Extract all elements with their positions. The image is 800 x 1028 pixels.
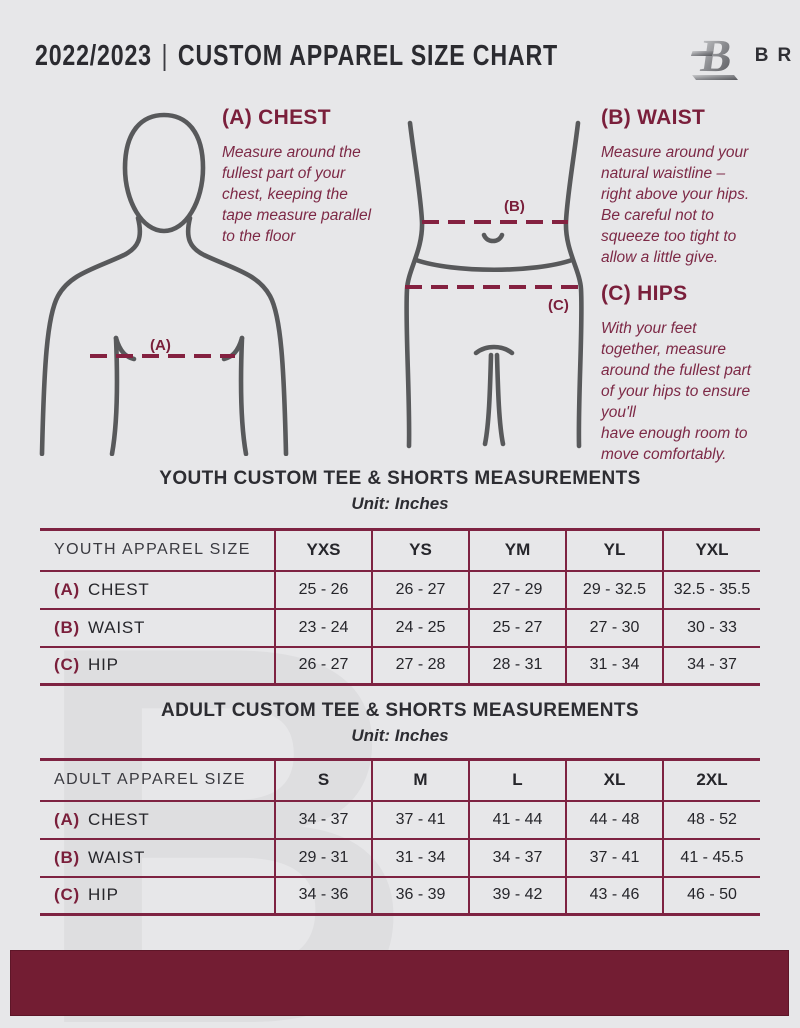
measurement-cell: 39 - 42 — [468, 875, 566, 915]
page-title: 2022/2023 | CUSTOM APPAREL SIZE CHART — [35, 40, 558, 73]
row-label-cell: (B) WAIST — [40, 837, 275, 877]
measurement-cell: 32.5 - 35.5 — [662, 569, 760, 609]
hips-instruction-title: (C) HIPS — [601, 282, 688, 305]
measurement-cell: 24 - 25 — [371, 607, 469, 647]
measurement-cell: 26 - 27 — [371, 569, 469, 609]
waist-instruction-title: (B) WAIST — [601, 106, 706, 129]
measurement-cell: 28 - 31 — [468, 645, 566, 685]
size-column-header: S — [274, 759, 372, 801]
title-text: CUSTOM APPAREL SIZE CHART — [177, 39, 558, 72]
size-column-header: XL — [565, 759, 663, 801]
youth-section-title: YOUTH CUSTOM TEE & SHORTS MEASUREMENTS — [159, 468, 641, 489]
page-header: 2022/2023 | CUSTOM APPAREL SIZE CHART B … — [35, 28, 800, 84]
row-label: CHEST — [88, 579, 150, 599]
measurement-cell: 23 - 24 — [274, 607, 372, 647]
chest-marker-label: (A) — [150, 337, 171, 354]
measurement-cell: 48 - 52 — [662, 799, 760, 839]
brand-logo: B BREAKAWAY — [689, 28, 800, 84]
chest-instruction-title: (A) CHEST — [222, 106, 331, 129]
row-label-cell: (B) WAIST — [40, 607, 275, 647]
measurement-cell: 46 - 50 — [662, 875, 760, 915]
row-key: (C) — [54, 885, 80, 905]
waist-instruction: (B) WAIST Measure around your natural wa… — [601, 106, 793, 268]
chest-instruction: (A) CHEST Measure around the fullest par… — [222, 106, 407, 247]
row-label: HIP — [88, 655, 119, 675]
season-label: 2022/2023 — [35, 39, 152, 72]
row-key: (A) — [54, 809, 80, 829]
measurement-cell: 30 - 33 — [662, 607, 760, 647]
measurement-cell: 37 - 41 — [371, 799, 469, 839]
waist-marker-label: (B) — [504, 198, 525, 215]
measurement-cell: 34 - 37 — [468, 837, 566, 877]
measurement-cell: 25 - 26 — [274, 569, 372, 609]
row-key: (C) — [54, 655, 80, 675]
measurement-cell: 34 - 37 — [662, 645, 760, 685]
adult-header-row: ADULT APPAREL SIZE S M L XL 2XL — [40, 759, 760, 801]
table-row: (A) CHEST 25 - 26 26 - 27 27 - 29 29 - 32… — [40, 569, 760, 609]
table-row: (C) HIP 34 - 36 36 - 39 39 - 42 43 - 46 4… — [40, 875, 760, 915]
table-row: (A) CHEST 34 - 37 37 - 41 41 - 44 44 - 48… — [40, 799, 760, 839]
row-label: CHEST — [88, 809, 150, 829]
row-key: (B) — [54, 617, 80, 637]
title-divider: | — [161, 39, 169, 72]
row-label: WAIST — [88, 847, 146, 867]
measurement-cell: 27 - 30 — [565, 607, 663, 647]
row-label: WAIST — [88, 617, 146, 637]
size-column-header: M — [371, 759, 469, 801]
adult-unit-label: Unit: Inches — [351, 726, 449, 745]
breakaway-b-mark-icon: B — [690, 30, 738, 81]
measurement-cell: 31 - 34 — [565, 645, 663, 685]
measurement-cell: 41 - 45.5 — [662, 837, 760, 877]
size-column-header: L — [468, 759, 566, 801]
row-label-cell: (C) HIP — [40, 645, 275, 685]
measurement-cell: 27 - 29 — [468, 569, 566, 609]
size-column-header: YL — [565, 529, 663, 571]
hips-instruction-body: With your feet together, measure around … — [601, 320, 751, 463]
row-key: (B) — [54, 847, 80, 867]
waist-instruction-body: Measure around your natural waistline – … — [601, 144, 750, 266]
measurement-cell: 43 - 46 — [565, 875, 663, 915]
measurement-cell: 36 - 39 — [371, 875, 469, 915]
row-label-cell: (C) HIP — [40, 875, 275, 915]
youth-size-label-cell: YOUTH APPAREL SIZE — [54, 541, 251, 559]
youth-unit-label: Unit: Inches — [351, 494, 449, 513]
adult-size-label-cell: ADULT APPAREL SIZE — [54, 771, 246, 789]
youth-size-table: YOUTH APPAREL SIZE YXS YS YM YL YXL (A) C… — [40, 528, 760, 686]
measurement-cell: 29 - 31 — [274, 837, 372, 877]
table-row: (B) WAIST 23 - 24 24 - 25 25 - 27 27 - 30… — [40, 607, 760, 647]
measurement-cell: 41 - 44 — [468, 799, 566, 839]
row-label: HIP — [88, 885, 119, 905]
measurement-cell: 25 - 27 — [468, 607, 566, 647]
size-column-header: YM — [468, 529, 566, 571]
brand-name: BREAKAWAY — [754, 45, 800, 66]
size-column-header: YXS — [274, 529, 372, 571]
measurement-cell: 29 - 32.5 — [565, 569, 663, 609]
measurement-cell: 31 - 34 — [371, 837, 469, 877]
measurement-cell: 44 - 48 — [565, 799, 663, 839]
size-column-header: 2XL — [662, 759, 760, 801]
table-row: (C) HIP 26 - 27 27 - 28 28 - 31 31 - 34 3… — [40, 645, 760, 685]
measurement-cell: 34 - 36 — [274, 875, 372, 915]
row-key: (A) — [54, 579, 80, 599]
chest-figure-illustration: (A) — [39, 112, 289, 456]
measurement-cell: 27 - 28 — [371, 645, 469, 685]
waist-hips-figure-illustration: (B) (C) — [404, 120, 584, 449]
row-label-cell: (A) CHEST — [40, 569, 275, 609]
table-row: (B) WAIST 29 - 31 31 - 34 34 - 37 37 - 41… — [40, 837, 760, 877]
adult-section-title: ADULT CUSTOM TEE & SHORTS MEASUREMENTS — [161, 700, 639, 721]
youth-header-row: YOUTH APPAREL SIZE YXS YS YM YL YXL — [40, 529, 760, 571]
size-column-header: YS — [371, 529, 469, 571]
measurement-cell: 34 - 37 — [274, 799, 372, 839]
hips-marker-label: (C) — [548, 297, 569, 314]
size-column-header: YXL — [662, 529, 760, 571]
chest-instruction-body: Measure around the fullest part of your … — [222, 144, 372, 245]
adult-size-table: ADULT APPAREL SIZE S M L XL 2XL (A) CHEST… — [40, 758, 760, 916]
measurement-cell: 37 - 41 — [565, 837, 663, 877]
hips-instruction: (C) HIPS With your feet together, measur… — [601, 282, 797, 465]
measurement-cell: 26 - 27 — [274, 645, 372, 685]
footer-accent-bar — [10, 950, 789, 1016]
row-label-cell: (A) CHEST — [40, 799, 275, 839]
